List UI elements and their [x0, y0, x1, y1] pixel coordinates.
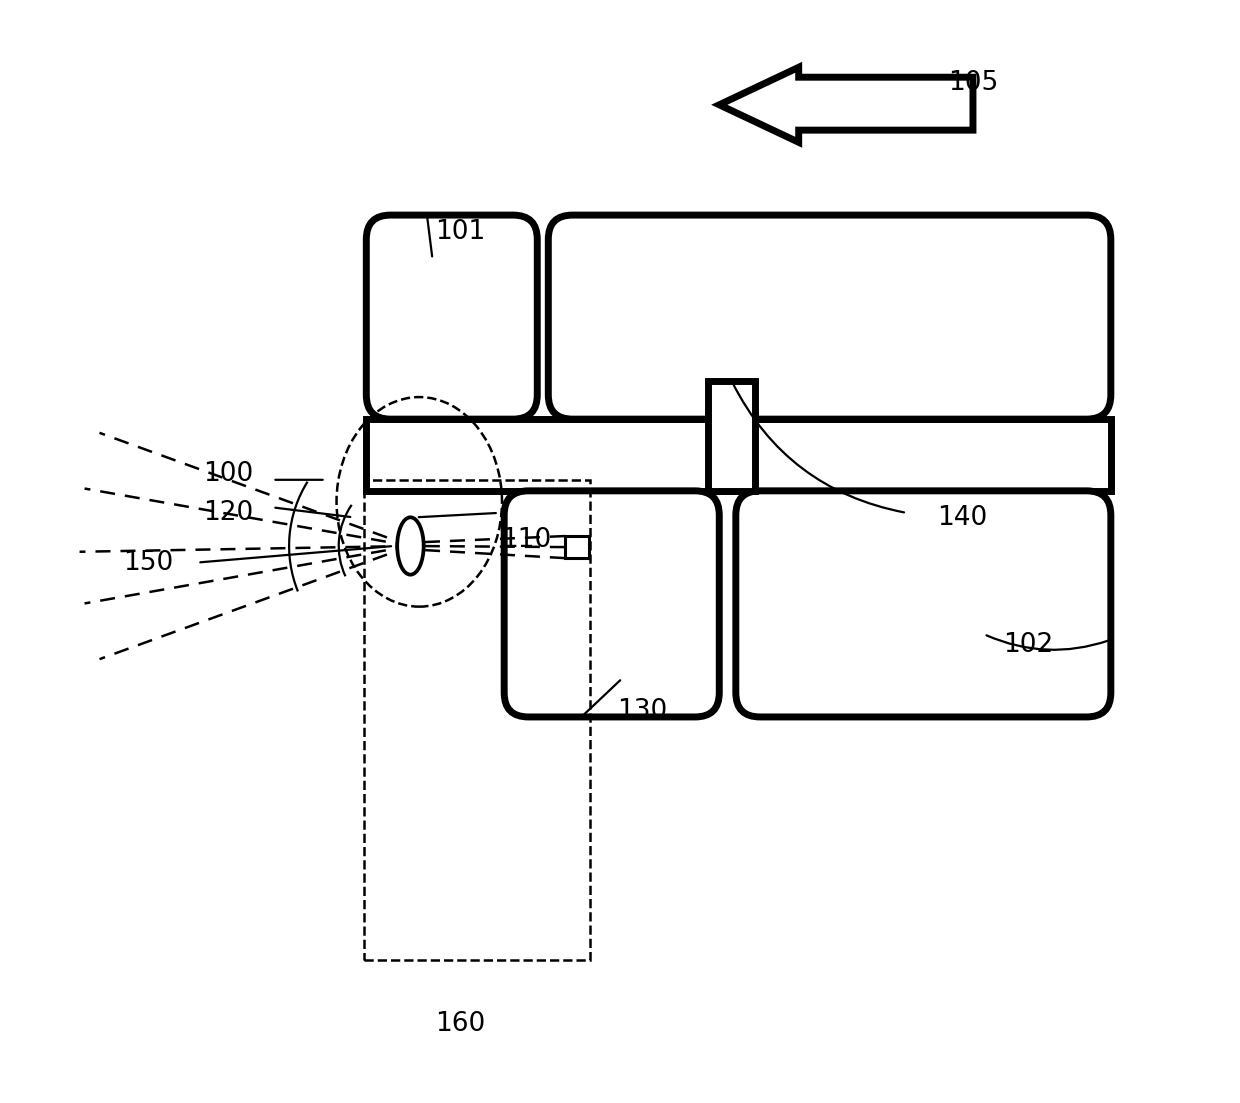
Text: 140: 140 [936, 505, 987, 532]
Text: 160: 160 [435, 1010, 485, 1037]
Text: 100: 100 [203, 461, 253, 488]
Text: 120: 120 [203, 500, 253, 526]
Text: 110: 110 [501, 527, 552, 554]
Bar [565, 536, 589, 558]
Text: 102: 102 [1003, 632, 1053, 658]
FancyBboxPatch shape [548, 215, 1111, 419]
Bar [366, 419, 1111, 491]
FancyBboxPatch shape [366, 215, 537, 419]
Bar [365, 480, 590, 960]
Text: 130: 130 [618, 698, 667, 725]
Polygon shape [719, 67, 973, 142]
FancyBboxPatch shape [735, 491, 1111, 717]
FancyBboxPatch shape [505, 491, 719, 717]
Text: 150: 150 [123, 549, 174, 576]
Ellipse shape [397, 517, 424, 575]
Text: 105: 105 [947, 69, 998, 96]
Bar [708, 381, 755, 491]
Text: 101: 101 [435, 218, 485, 245]
